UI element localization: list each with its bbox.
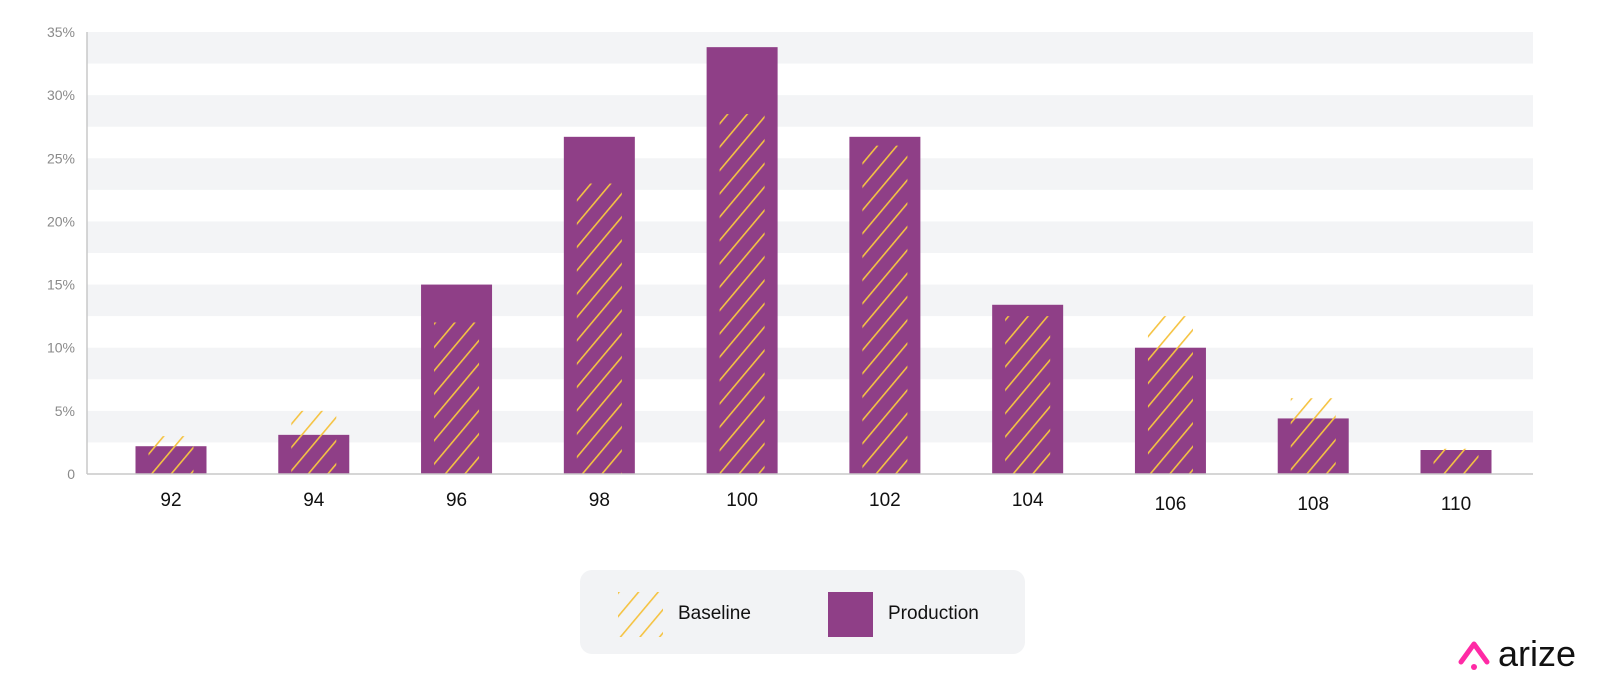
bars: [135, 47, 1492, 475]
baseline-bar[interactable]: [1433, 448, 1479, 474]
y-tick-label: 0: [67, 466, 75, 482]
bar-chart: 0 5% 10% 15% 20% 25% 30% 35% 92 94 96 98 100 102 104 1…: [47, 24, 1533, 515]
x-tick-label: 102: [869, 490, 901, 511]
baseline-bar[interactable]: [434, 322, 480, 474]
y-tick-label: 5%: [55, 403, 75, 419]
x-axis: 92 94 96 98 100 102 104 106 108 110: [160, 490, 1471, 515]
baseline-bar[interactable]: [576, 183, 622, 475]
y-tick-label: 15%: [47, 277, 75, 293]
grid-bands: [87, 32, 1533, 443]
legend-item-baseline[interactable]: Baseline: [618, 591, 751, 637]
legend: Baseline Production: [580, 570, 1025, 654]
x-tick-label: 110: [1441, 494, 1471, 515]
arize-logo: arize: [1458, 634, 1576, 674]
x-tick-label: 94: [303, 490, 325, 511]
legend-label-baseline: Baseline: [678, 603, 751, 624]
legend-item-production[interactable]: Production: [828, 591, 979, 637]
y-tick-label: 10%: [47, 340, 75, 356]
arize-logo-icon: [1458, 641, 1490, 670]
x-tick-label: 104: [1012, 490, 1044, 511]
legend-label-production: Production: [888, 603, 979, 624]
baseline-bar[interactable]: [148, 436, 194, 474]
baseline-bar[interactable]: [1290, 398, 1336, 474]
logo-text: arize: [1498, 633, 1577, 674]
x-tick-label: 92: [160, 490, 181, 511]
baseline-bar[interactable]: [1005, 316, 1051, 474]
grid-band: [87, 158, 1533, 190]
y-tick-label: 30%: [47, 87, 75, 103]
y-tick-label: 25%: [47, 150, 75, 166]
x-tick-label: 98: [589, 490, 610, 511]
baseline-swatch: [618, 591, 663, 637]
x-tick-label: 96: [446, 490, 467, 511]
baseline-bar[interactable]: [1147, 316, 1193, 474]
x-tick-label: 100: [726, 490, 758, 511]
grid-band: [87, 284, 1533, 317]
baseline-bar[interactable]: [862, 145, 908, 474]
grid-band: [87, 221, 1533, 253]
y-axis: 0 5% 10% 15% 20% 25% 30% 35%: [47, 24, 75, 482]
grid-band: [87, 95, 1533, 127]
baseline-bar[interactable]: [291, 410, 337, 474]
grid-band: [87, 347, 1533, 380]
y-tick-label: 35%: [47, 24, 75, 40]
x-tick-label: 108: [1297, 494, 1329, 515]
production-swatch: [828, 591, 873, 637]
x-tick-label: 106: [1155, 494, 1187, 515]
grid-band: [87, 32, 1533, 64]
y-tick-label: 20%: [47, 213, 75, 229]
baseline-bar[interactable]: [719, 114, 765, 474]
